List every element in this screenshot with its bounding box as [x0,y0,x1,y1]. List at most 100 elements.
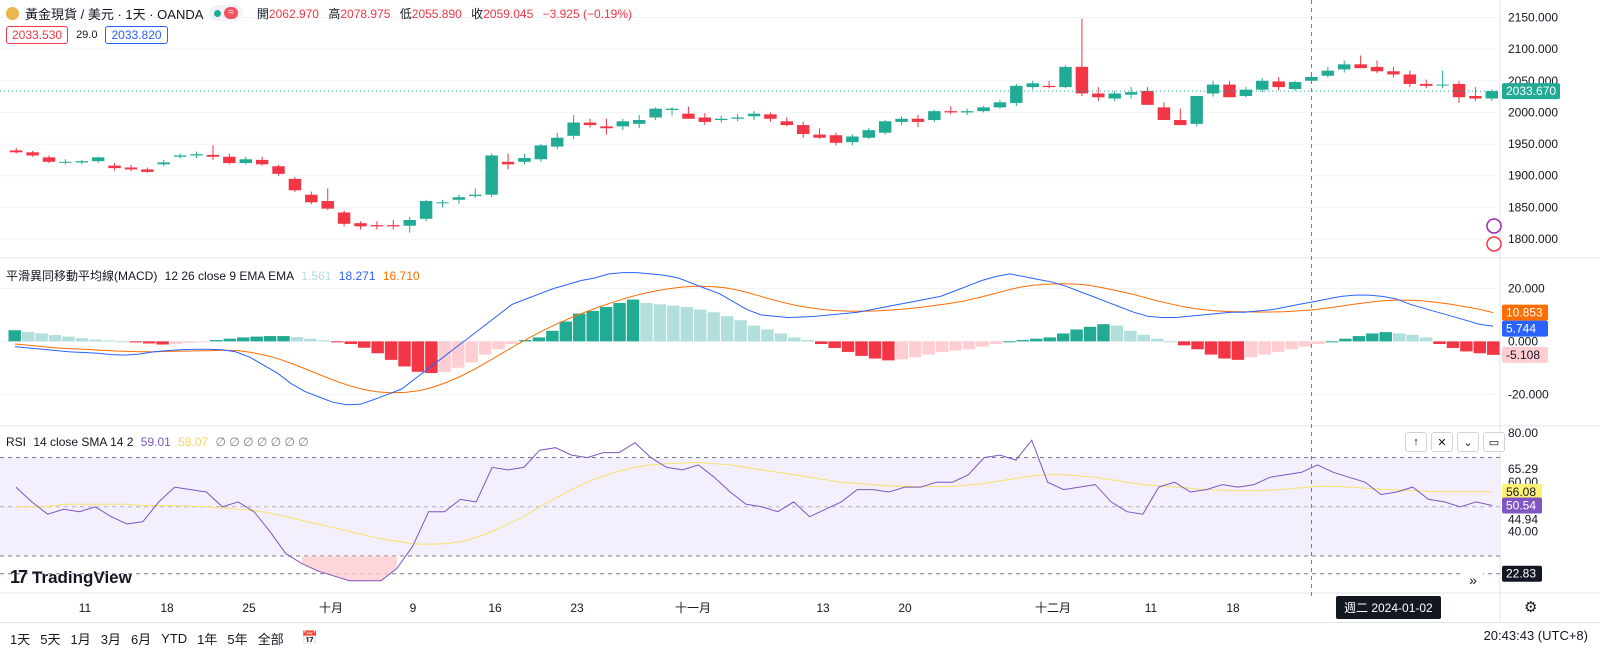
candle-body [731,117,744,119]
macd-histogram-bar [250,336,263,342]
candle-body [469,194,482,196]
gear-icon[interactable]: ⚙ [1524,599,1538,616]
macd-histogram-bar [1137,334,1151,342]
macd-histogram-bar [814,341,828,344]
candle-body [337,212,351,224]
maximize-pane-icon[interactable]: ▭ [1483,432,1505,452]
market-status-pill[interactable]: ≈ [209,5,243,21]
range-toolbar: 1天 5天 1月 3月 6月 YTD 1年 5年 全部 📅 [0,622,1600,653]
ohlc-readout: 開2062.970 高2078.975 低2055.890 收2059.045 … [257,5,638,22]
calendar-range-icon[interactable]: 📅 [301,630,318,645]
macd-histogram-bar [1016,340,1030,342]
macd-histogram-bar [1298,341,1312,347]
collapse-pane-icon[interactable]: ⌄ [1457,432,1479,452]
candle-body [91,157,105,162]
macd-histogram-bar [720,316,734,342]
candle-body [698,117,712,122]
candle-body [764,114,777,119]
lightning-icon [1486,218,1502,234]
macd-histogram-bar [1352,336,1366,342]
range-6m[interactable]: 6月 [130,631,152,647]
sell-price-button[interactable]: 2033.530 [6,26,69,44]
candle-body [436,202,449,204]
time-tick-label: 16 [488,601,502,615]
candle-body [1157,107,1171,121]
macd-histogram-bar [1446,341,1460,348]
candle-body [829,135,843,143]
macd-histogram-bar [1204,341,1218,355]
range-1m[interactable]: 1月 [70,631,91,647]
candle-body [305,194,318,203]
buy-price-button[interactable]: 2033.820 [105,26,168,44]
macd-histogram-bar [626,299,640,342]
macd-histogram-bar [841,341,855,352]
macd-histogram-bar [882,341,895,361]
range-all[interactable]: 全部 [257,631,284,647]
macd-histogram-bar [398,341,411,367]
candle-body [206,154,220,157]
candle-body [928,111,941,121]
macd-histogram-bar [1258,341,1271,355]
candle-body [501,161,515,165]
macd-histogram-bar [653,304,667,342]
candle-body [649,108,662,118]
rsi-value-label: 22.83 [1506,567,1536,581]
candle-body [452,197,466,200]
candle-body [141,169,154,172]
macd-histogram-bar [909,341,922,358]
candle-body [665,108,679,110]
macd-legend[interactable]: 平滑異同移動平均線(MACD) 12 26 close 9 EMA EMA 1.… [6,267,424,284]
macd-histogram-bar [505,341,519,344]
move-pane-up-icon[interactable]: ↑ [1405,432,1427,452]
range-3m[interactable]: 3月 [100,631,121,647]
macd-value-label: 10.853 [1506,306,1543,320]
macd-histogram-bar [21,331,35,342]
flag-icon [1486,236,1502,252]
macd-histogram-bar [196,341,210,343]
candle-body [485,155,498,195]
tradingview-logo: 17 TradingView [10,567,132,588]
range-ytd[interactable]: YTD [161,630,188,646]
rsi-tick-label: 40.00 [1508,524,1538,538]
expand-arrow-icon[interactable]: » [1463,570,1483,590]
range-1d[interactable]: 1天 [10,631,31,647]
candle-body [108,165,121,169]
candle-body [59,161,72,163]
low-label: 低 [399,6,412,21]
macd-histogram-bar [142,341,156,344]
macd-histogram-bar [532,337,546,342]
macd-histogram-bar [761,329,774,342]
macd-histogram-bar [546,330,559,342]
macd-histogram-bar [169,341,183,344]
close-pane-icon[interactable]: ✕ [1431,432,1453,452]
candle-body [1223,84,1236,98]
range-1y[interactable]: 1年 [197,631,218,647]
macd-histogram-bar [922,341,935,355]
rsi-tick-label: 80.00 [1508,426,1538,440]
macd-signal-value: 16.710 [382,269,420,283]
candle-body [1272,81,1285,88]
rsi-params: 14 close SMA 14 2 [33,435,134,449]
macd-histogram-bar [425,341,438,374]
low-value: 2055.890 [411,6,462,21]
rsi-value-label: 50.54 [1506,498,1536,512]
macd-histogram-bar [586,310,599,342]
rsi-legend[interactable]: RSI 14 close SMA 14 2 59.01 58.07 ∅ ∅ ∅ … [6,435,313,449]
rsi-extras: ∅ ∅ ∅ ∅ ∅ ∅ ∅ [215,435,309,449]
macd-histogram-bar [1419,337,1433,342]
candle-body [1370,66,1384,72]
market-open-dot-icon [214,9,222,17]
macd-histogram-bar [747,325,761,342]
range-5d[interactable]: 5天 [40,631,61,647]
range-5y[interactable]: 5年 [227,631,248,647]
candle-body [1174,120,1187,126]
macd-histogram-bar [1164,341,1177,343]
candle-body [272,166,285,174]
price-tick-label: 1950.000 [1508,137,1558,151]
macd-histogram-bar [317,340,331,342]
macd-histogram-bar [774,333,788,342]
symbol-title[interactable]: 黃金現貨 / 美元 · 1天 · OANDA [25,6,204,22]
candle-body [1436,84,1449,86]
candle-body [173,155,187,157]
